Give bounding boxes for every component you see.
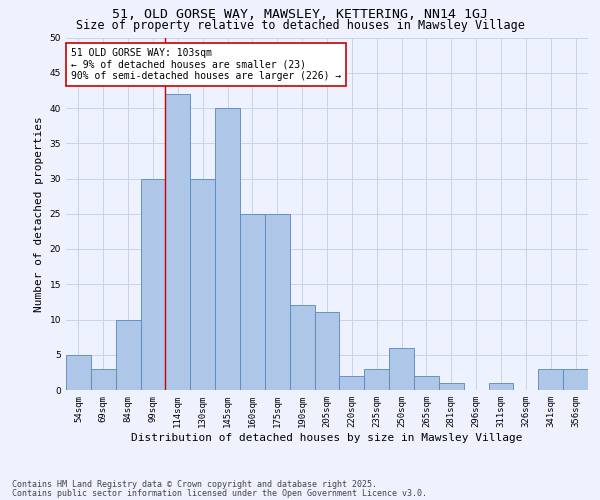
Bar (265, 214, 290, 390)
Bar (389, 348, 414, 390)
Y-axis label: Number of detached properties: Number of detached properties (34, 116, 44, 312)
Bar (66, 355, 91, 390)
Bar (240, 214, 265, 390)
Bar (166, 94, 190, 390)
Bar (414, 376, 439, 390)
Bar (538, 369, 563, 390)
X-axis label: Distribution of detached houses by size in Mawsley Village: Distribution of detached houses by size … (131, 432, 523, 442)
Bar (563, 369, 588, 390)
Text: Contains public sector information licensed under the Open Government Licence v3: Contains public sector information licen… (12, 489, 427, 498)
Bar (215, 108, 240, 390)
Text: Contains HM Land Registry data © Crown copyright and database right 2025.: Contains HM Land Registry data © Crown c… (12, 480, 377, 489)
Bar (439, 383, 464, 390)
Bar (340, 376, 364, 390)
Text: Size of property relative to detached houses in Mawsley Village: Size of property relative to detached ho… (76, 18, 524, 32)
Bar (364, 369, 389, 390)
Bar (290, 306, 314, 390)
Bar (91, 369, 116, 390)
Bar (190, 178, 215, 390)
Bar (140, 178, 166, 390)
Text: 51, OLD GORSE WAY, MAWSLEY, KETTERING, NN14 1GJ: 51, OLD GORSE WAY, MAWSLEY, KETTERING, N… (112, 8, 488, 20)
Text: 51 OLD GORSE WAY: 103sqm
← 9% of detached houses are smaller (23)
90% of semi-de: 51 OLD GORSE WAY: 103sqm ← 9% of detache… (71, 48, 341, 82)
Bar (314, 312, 340, 390)
Bar (116, 320, 140, 390)
Bar (488, 383, 514, 390)
